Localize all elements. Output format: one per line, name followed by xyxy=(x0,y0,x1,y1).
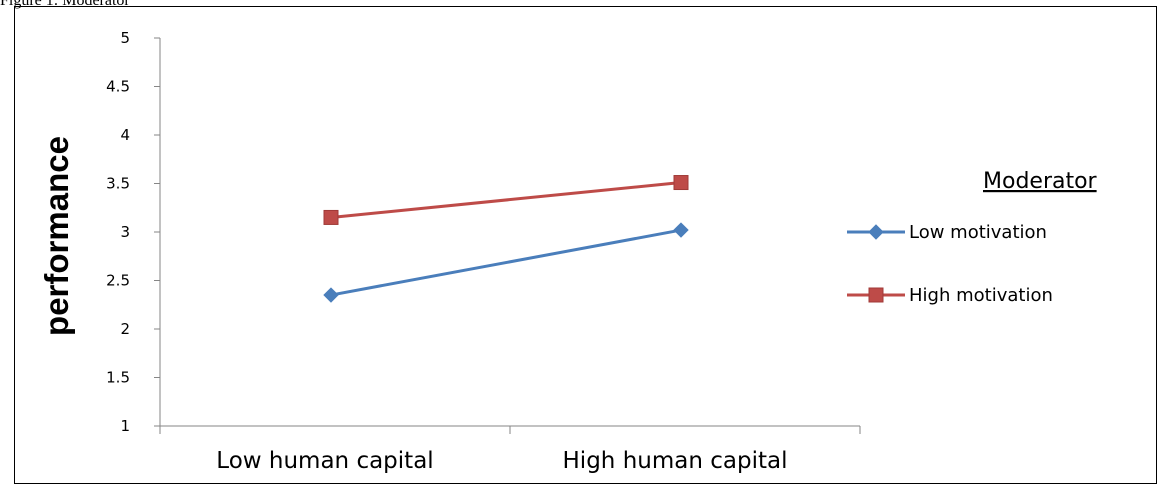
x-axis-ticks: Low human capital High human capital xyxy=(159,426,861,474)
y-axis-label: performance xyxy=(38,136,75,336)
legend-marker xyxy=(868,224,884,240)
axes xyxy=(159,38,860,427)
data-point xyxy=(323,209,339,225)
y-tick-label: 4.5 xyxy=(106,78,130,96)
y-tick-label: 3.5 xyxy=(106,175,130,193)
y-tick-label: 1 xyxy=(120,417,130,435)
y-tick-label: 2 xyxy=(120,320,130,338)
series-line xyxy=(330,228,682,297)
legend-item: Low motivation xyxy=(847,222,1047,243)
y-tick-label: 3 xyxy=(120,223,130,241)
figure-caption: Figure 1: Moderator xyxy=(0,0,130,9)
y-tick-label: 1.5 xyxy=(106,369,130,387)
data-point xyxy=(673,222,689,238)
y-tick-label: 2.5 xyxy=(106,272,130,290)
legend-item: High motivation xyxy=(847,285,1053,306)
x-tick-label: High human capital xyxy=(563,448,788,474)
legend-label: Low motivation xyxy=(909,222,1047,243)
y-tick-label: 5 xyxy=(120,29,130,47)
legend-title: Moderator xyxy=(983,169,1098,194)
data-point xyxy=(323,287,339,303)
legend-label: High motivation xyxy=(909,285,1053,306)
y-tick-label: 4 xyxy=(120,126,130,144)
legend-marker xyxy=(868,287,884,303)
series-0 xyxy=(323,222,689,303)
x-tick-label: Low human capital xyxy=(216,448,433,474)
data-point xyxy=(673,175,689,191)
series-layer xyxy=(323,175,689,303)
series-line xyxy=(330,181,682,219)
y-axis-ticks: 1 1.5 2 2.5 3 3.5 4 4.5 5 xyxy=(106,29,160,435)
legend: Moderator Low motivation High motivation xyxy=(847,169,1098,306)
series-1 xyxy=(323,175,689,225)
